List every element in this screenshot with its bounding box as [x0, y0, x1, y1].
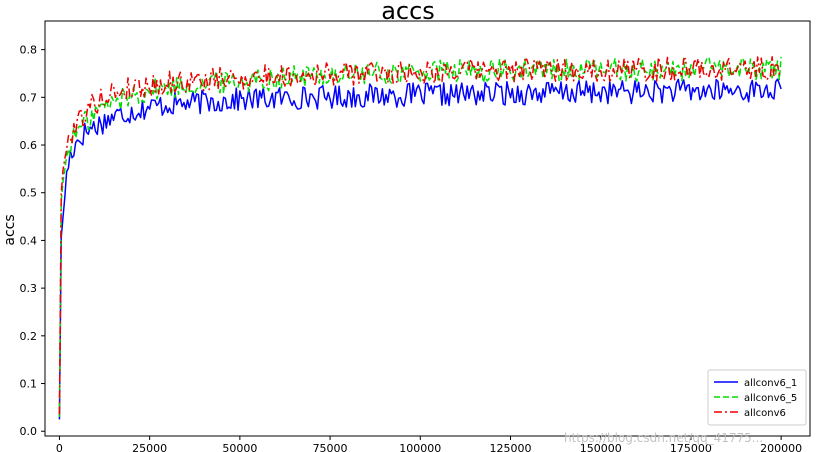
legend-label-allconv6: allconv6	[744, 408, 786, 419]
plot-frame	[44, 20, 811, 437]
series-line-allconv6_1	[58, 78, 782, 420]
y-tick-label: 0.4	[20, 234, 38, 247]
y-tick-label: 0.8	[20, 44, 38, 57]
x-tick-label: 150000	[580, 442, 622, 452]
series-line-allconv6_5	[58, 56, 782, 417]
y-tick-label: 0.0	[20, 425, 38, 438]
y-tick-label: 0.3	[20, 282, 38, 295]
legend-label-allconv6_5: allconv6_5	[744, 393, 797, 404]
legend: allconv6_1 allconv6_5 allconv6	[707, 369, 807, 426]
x-tick-label: 0	[56, 442, 63, 452]
y-axis-label: accs	[2, 214, 18, 245]
x-tick-label: 175000	[670, 442, 712, 452]
legend-label-allconv6_1: allconv6_1	[744, 378, 797, 389]
y-tick-label: 0.7	[20, 91, 38, 104]
x-tick-label: 25000	[132, 442, 167, 452]
x-tick-label: 100000	[399, 442, 441, 452]
y-tick-label: 0.2	[20, 330, 38, 343]
x-tick-label: 50000	[222, 442, 257, 452]
x-tick-label: 200000	[760, 442, 802, 452]
x-axis: 0 25000 50000 75000 100000 125000 150000 175000…	[56, 436, 802, 452]
chart-title: accs	[381, 0, 435, 25]
y-axis: 0.0 0.1 0.2 0.3 0.4 0.5 0.6 0.7 0.8	[20, 44, 45, 438]
y-tick-label: 0.5	[20, 187, 38, 200]
series-group	[58, 56, 782, 420]
watermark-text: https://blog.csdn.net/qq_41775...	[564, 431, 763, 445]
series-line-allconv6	[58, 56, 782, 415]
x-tick-label: 125000	[489, 442, 531, 452]
y-tick-label: 0.1	[20, 378, 38, 391]
y-tick-label: 0.6	[20, 139, 38, 152]
x-tick-label: 75000	[313, 442, 348, 452]
